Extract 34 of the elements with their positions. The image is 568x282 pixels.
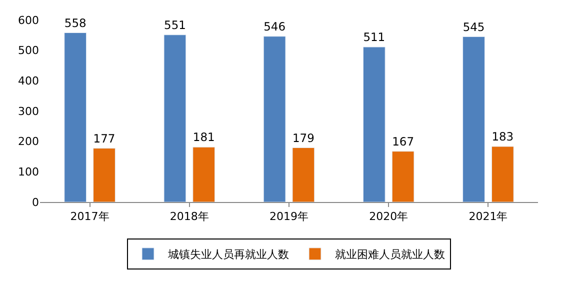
bar <box>462 36 485 202</box>
bar <box>292 147 315 202</box>
data-label: 167 <box>392 134 414 148</box>
bar <box>93 148 116 202</box>
data-label: 558 <box>64 16 86 30</box>
legend-label: 城镇失业人员再就业人数 <box>167 248 289 262</box>
bar <box>64 32 87 202</box>
bar <box>164 34 186 202</box>
x-tick-label: 2017年 <box>70 210 110 224</box>
y-tick-label: 0 <box>32 196 39 209</box>
bar <box>491 146 514 202</box>
y-tick-label: 600 <box>18 14 39 27</box>
y-tick-label: 200 <box>18 135 39 148</box>
data-label: 177 <box>93 131 116 146</box>
data-label: 183 <box>492 130 514 144</box>
data-label: 179 <box>292 130 314 145</box>
y-tick-label: 300 <box>18 104 39 118</box>
x-tick-label: 2018年 <box>170 210 209 224</box>
bar <box>392 151 414 202</box>
x-tick-label: 2019年 <box>270 210 308 224</box>
bar <box>362 46 386 202</box>
data-label: 551 <box>164 18 186 32</box>
y-tick-label: 100 <box>18 166 39 179</box>
data-label: 545 <box>462 20 485 34</box>
y-tick-label: 400 <box>18 74 39 88</box>
x-tick-label: 2020年 <box>369 210 408 224</box>
y-tick-label: 500 <box>18 44 39 58</box>
data-label: 511 <box>363 30 386 44</box>
legend-label: 就业困难人员就业人数 <box>335 248 445 262</box>
data-label: 546 <box>264 20 286 34</box>
x-tick-label: 2021年 <box>468 210 508 224</box>
data-label: 181 <box>192 130 215 144</box>
bar <box>263 36 286 202</box>
bar <box>192 146 216 202</box>
